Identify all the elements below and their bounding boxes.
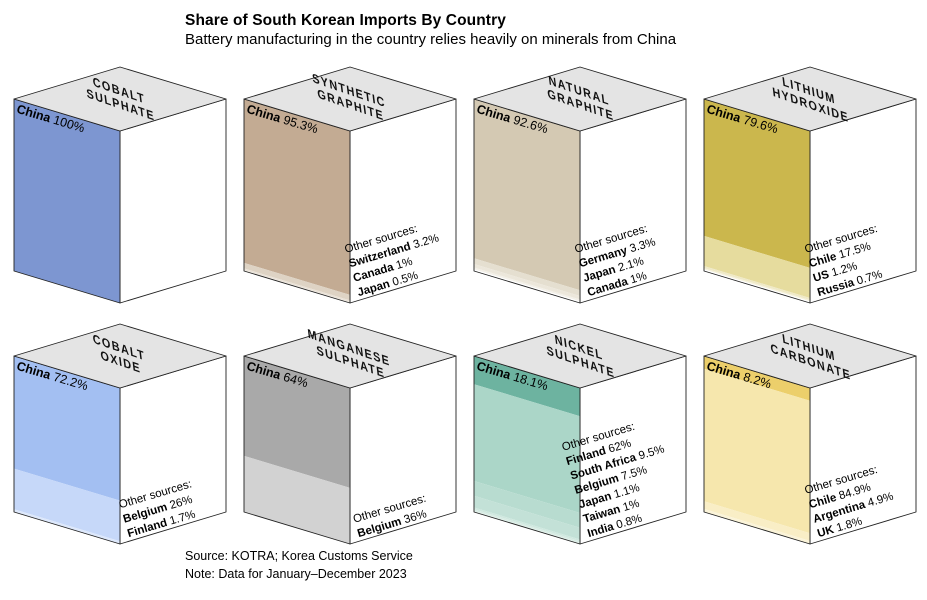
left-face-band xyxy=(244,99,350,295)
top-face xyxy=(243,66,457,132)
left-face-band xyxy=(244,455,350,544)
chart-footer: Source: KOTRA; Korea Customs Service Not… xyxy=(185,548,413,583)
top-face xyxy=(473,323,687,389)
left-face-band xyxy=(704,368,810,534)
left-face-band xyxy=(474,495,580,540)
cube-cobalt-sulphate: Cobalt Sulphate China 100% xyxy=(8,63,232,309)
cube-graphic xyxy=(243,323,457,545)
left-face-band xyxy=(704,356,810,401)
left-face-band xyxy=(244,356,350,488)
cube-natural-graphite: Natural Graphite China 92.6% Other source… xyxy=(468,63,692,309)
left-face-band xyxy=(704,268,810,302)
left-face-band xyxy=(14,509,120,544)
left-face-band xyxy=(704,508,810,544)
cube-lithium-hydroxide: Lithium Hydroxide China 79.6% Other sourc… xyxy=(698,63,922,309)
left-face-band xyxy=(704,99,810,268)
left-face-band xyxy=(474,263,580,300)
top-face xyxy=(703,66,917,132)
left-face-band xyxy=(474,507,580,542)
cube-cobalt-oxide: Cobalt Oxide China 72.2% Other sources: B… xyxy=(8,320,232,566)
cube-nickel-sulphate: Nickel Sulphate China 18.1% Other sources… xyxy=(468,320,692,566)
left-face-band xyxy=(244,262,350,301)
cube-graphic xyxy=(703,323,917,545)
left-face-band xyxy=(704,266,810,301)
left-face-band xyxy=(474,384,580,513)
left-face-band xyxy=(474,267,580,302)
chart-subtitle: Battery manufacturing in the country rel… xyxy=(185,31,677,48)
cube-graphic xyxy=(243,66,457,304)
left-face-band xyxy=(474,99,580,291)
top-face xyxy=(473,66,687,132)
left-face-band xyxy=(704,235,810,299)
cube-graphic xyxy=(473,323,687,545)
top-face xyxy=(703,323,917,389)
cube-synthetic-graphite: Synthetic Graphite China 95.3% Other sour… xyxy=(238,63,462,309)
cube-graphic xyxy=(703,66,917,304)
cube-graphic xyxy=(13,66,227,304)
left-face-band xyxy=(474,509,580,543)
left-face-band xyxy=(244,268,350,303)
date-note: Note: Data for January–December 2023 xyxy=(185,566,407,581)
source-note: Source: KOTRA; Korea Customs Service xyxy=(185,549,413,563)
cube-graphic xyxy=(13,323,227,545)
top-face xyxy=(13,323,227,389)
left-face-band xyxy=(14,356,120,501)
right-face xyxy=(119,98,227,304)
chart-title: Share of South Korean Imports By Country xyxy=(185,12,506,29)
left-face-band xyxy=(474,480,580,528)
left-face-band xyxy=(704,501,810,541)
top-face xyxy=(243,323,457,389)
cube-graphic xyxy=(473,66,687,304)
cube-manganese-sulphate: Manganese Sulphate China 64% Other source… xyxy=(238,320,462,566)
left-face-band xyxy=(474,356,580,417)
left-face-band xyxy=(14,99,120,303)
top-face xyxy=(13,66,227,132)
left-face-band xyxy=(14,468,120,542)
left-face-band xyxy=(474,258,580,296)
cube-lithium-carbonate: Lithium Carbonate China 8.2% Other source… xyxy=(698,320,922,566)
